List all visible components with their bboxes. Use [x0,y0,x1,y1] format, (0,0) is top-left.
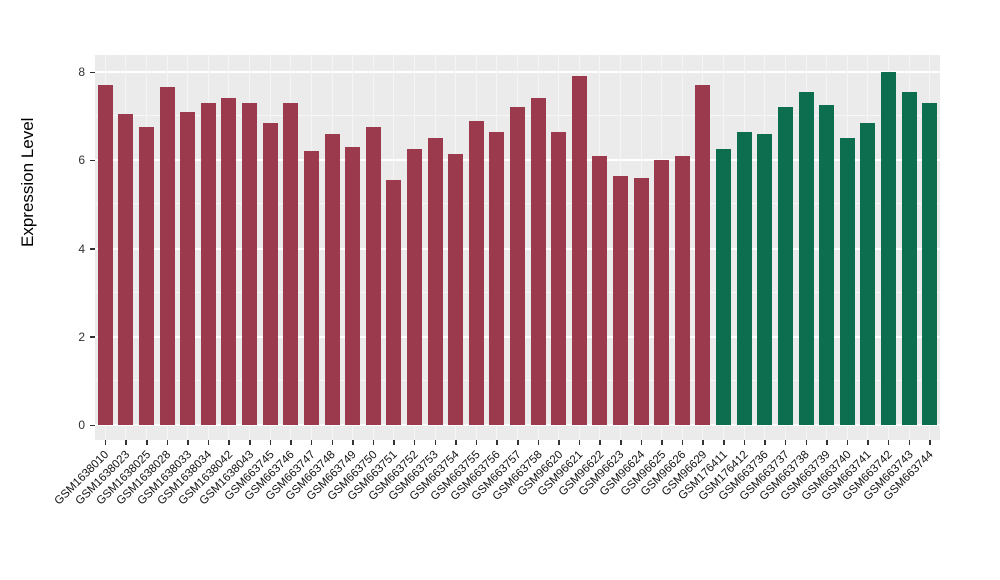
x-tick-mark [228,440,230,445]
x-tick-mark [846,440,849,445]
bar-GSM96624 [633,177,649,425]
y-tick-mark [90,336,95,338]
x-tick-mark [908,440,911,445]
bar-GSM663752 [406,149,422,425]
bar-GSM1638025 [139,127,155,425]
x-tick-mark [372,440,375,445]
bar-GSM96625 [654,160,670,425]
bar-GSM663758 [530,98,546,425]
bar-GSM663741 [860,122,876,425]
bar-GSM663745 [262,122,278,425]
bar-GSM96626 [674,155,690,425]
x-tick-mark [784,440,787,445]
x-tick-mark [455,440,457,445]
y-tick-label: 8 [78,65,85,79]
bar-GSM663749 [345,147,361,425]
bar-GSM1638023 [118,113,134,425]
bar-GSM96622 [592,155,608,425]
bar-GSM663743 [901,91,917,425]
x-tick-mark [681,440,684,445]
x-tick-mark [537,440,540,445]
y-tick-label: 2 [78,329,85,344]
x-tick-mark [743,440,746,445]
bar-GSM663738 [798,91,814,425]
x-tick-mark [661,440,663,445]
bar-GSM1638010 [97,85,113,425]
bar-GSM96623 [613,175,629,425]
x-tick-mark [578,440,581,445]
x-tick-mark [723,440,725,445]
bar-GSM663747 [303,151,319,425]
x-tick-mark [558,440,560,445]
x-tick-mark [125,440,127,445]
x-tick-mark [929,440,931,445]
bar-GSM1638043 [242,102,258,425]
x-tick-mark [269,440,272,445]
bar-GSM1638028 [159,87,175,425]
x-tick-mark [434,440,437,445]
x-tick-mark [331,440,333,445]
x-tick-mark [640,440,643,445]
x-tick-mark [104,440,107,445]
bar-GSM663754 [448,153,464,425]
bar-GSM663739 [819,105,835,425]
y-tick-mark [90,159,95,162]
x-tick-mark [517,440,519,445]
bar-GSM663746 [283,102,299,425]
bar-GSM663740 [839,138,855,425]
x-tick-mark [187,440,189,445]
x-tick-mark [249,440,251,445]
bar-GSM176412 [736,131,752,425]
x-tick-mark [413,440,416,445]
bar-GSM1638033 [180,111,196,425]
x-tick-mark [805,440,808,445]
x-tick-mark [146,440,148,445]
x-tick-mark [702,440,704,445]
y-axis-title: Expression Level [18,117,37,247]
bar-GSM663756 [489,131,505,425]
x-tick-mark [475,440,478,445]
bar-GSM176411 [716,149,732,425]
x-tick-mark [207,440,210,445]
x-tick-mark [496,440,498,445]
x-tick-mark [620,440,622,445]
bar-GSM663742 [880,72,896,425]
x-tick-mark [867,440,869,445]
bar-GSM1638034 [200,102,216,425]
bar-GSM96621 [571,76,587,425]
y-tick-mark [90,71,95,73]
bar-GSM663757 [510,107,525,425]
bar-GSM96629 [695,85,711,425]
bar-GSM663748 [324,133,340,425]
y-tick-label: 4 [78,241,85,256]
bar-GSM663753 [427,138,443,425]
x-tick-mark [599,440,601,445]
bar-GSM663755 [468,120,484,425]
bar-GSM663744 [922,102,938,425]
bar-GSM663737 [777,107,793,425]
bar-GSM96620 [551,131,567,425]
x-tick-mark [310,440,313,445]
y-tick-mark [90,424,95,426]
bar-GSM663750 [365,127,381,425]
y-tick-mark [90,248,95,250]
bar-GSM663751 [386,180,402,425]
y-tick-label: 6 [78,153,85,168]
x-tick-mark [166,440,169,445]
plot-panel [95,55,940,440]
bar-GSM663736 [757,133,773,425]
x-tick-mark [887,440,890,445]
bar-GSM1638042 [221,98,237,425]
y-tick-label: 0 [78,418,85,432]
x-tick-mark [393,440,395,445]
x-tick-mark [764,440,766,445]
x-tick-mark [352,440,354,445]
x-tick-mark [290,440,292,445]
x-tick-mark [826,440,828,445]
